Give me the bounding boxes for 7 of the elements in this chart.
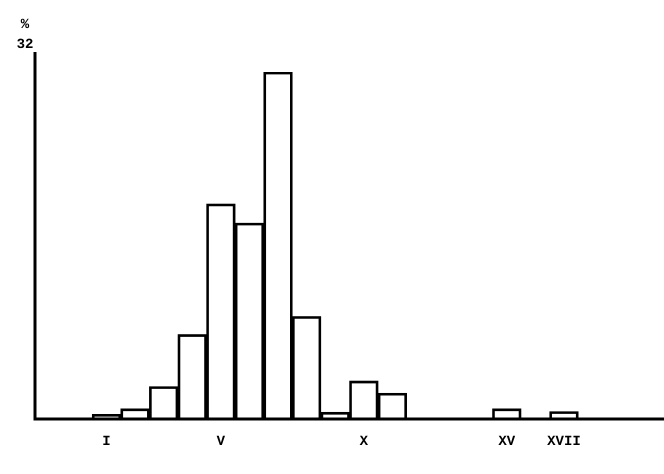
x-tick-label: I: [102, 434, 111, 450]
x-tick-label: X: [360, 434, 369, 450]
text: 32: [16, 37, 34, 53]
text: %: [20, 17, 30, 33]
x-tick-label: XV: [498, 434, 516, 450]
x-tick-label: V: [216, 434, 226, 450]
x-tick-label: XVII: [547, 434, 581, 450]
